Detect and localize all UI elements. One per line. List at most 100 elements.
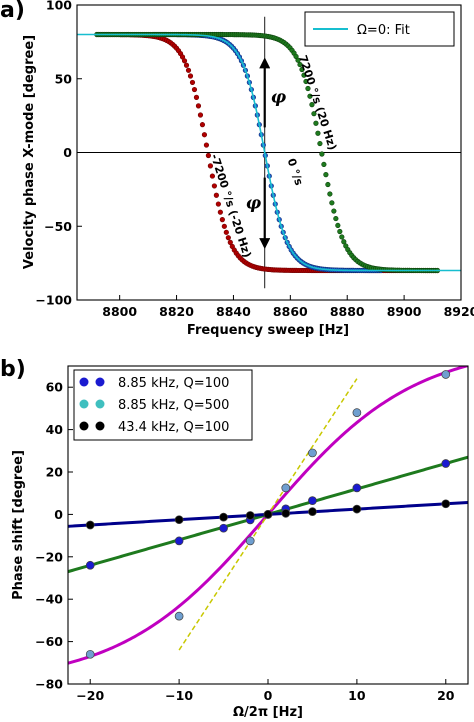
panel-a-data-point — [191, 86, 198, 93]
panel-a-data-point — [305, 85, 311, 92]
panel-a-x-axis-title: Frequency sweep [Hz] — [187, 323, 349, 338]
panel-b-data-point — [245, 536, 255, 546]
panel-a-x-tick-label: 8820 — [159, 304, 194, 319]
panel-a-y-tick-label: 100 — [46, 0, 72, 13]
panel-a-label-plus-rate: 7200 °/s (20 Hz) — [296, 54, 339, 152]
panel-b-legend-marker-1b — [95, 399, 105, 409]
panel-a-data-point — [199, 122, 206, 128]
panel-b-data-point — [352, 504, 362, 514]
panel-a-data-point — [333, 215, 339, 222]
panel-b-legend: 8.85 kHz, Q=100 8.85 kHz, Q=500 43.4 kHz, … — [73, 369, 253, 441]
panel-b-data-point — [85, 649, 95, 659]
panel-a-x-tick-label: 8800 — [102, 304, 137, 319]
panel-b-legend-marker-1 — [79, 399, 89, 409]
panel-b-points-43k-q100 — [85, 499, 451, 530]
panel-a-data-point — [339, 234, 345, 240]
panel-a-data-point — [215, 201, 221, 207]
panel-b-data-point — [441, 370, 451, 379]
panel-a-data-point — [213, 192, 219, 198]
panel-a-phi-label-upper: φ — [271, 87, 287, 107]
panel-b-legend-label-2: 43.4 kHz, Q=100 — [118, 420, 229, 435]
panel-a-data-point — [319, 151, 325, 157]
panel-a-data-point — [183, 62, 190, 68]
panel-a-data-point — [301, 72, 307, 78]
panel-b-data-point — [245, 511, 255, 520]
panel-b-y-ticks: −80 −60 −40 −20 0 20 40 60 — [35, 380, 73, 692]
panel-a-data-point — [205, 152, 212, 159]
panel-a-data-point — [341, 239, 347, 245]
panel-b-legend-label-0: 8.85 kHz, Q=100 — [118, 376, 229, 391]
panel-a-data-point — [219, 217, 225, 223]
panel-b-x-tick-label: −10 — [165, 688, 193, 703]
panel-b: b) −20 −10 0 10 20 −80 −60 −40 −20 0 20 40 60 Ω/2π … — [0, 357, 469, 720]
panel-b-data-point — [352, 483, 362, 493]
panel-a-y-tick-label: −100 — [35, 293, 72, 308]
panel-a-data-point — [223, 229, 229, 235]
panel-a-data-point — [299, 66, 305, 73]
panel-a-x-tick-label: 8900 — [387, 304, 422, 319]
panel-b-y-tick-label: −40 — [35, 592, 63, 607]
panel-b-legend-marker-0 — [79, 377, 89, 387]
panel-a-data-point — [189, 79, 196, 86]
panel-a-data-point — [185, 67, 192, 73]
panel-a-data-point — [195, 103, 202, 109]
panel-b-data-point — [174, 611, 184, 621]
panel-a-data-point — [309, 102, 315, 108]
panel-a-data-point — [307, 93, 313, 99]
panel-a-letter: a) — [0, 0, 25, 23]
panel-b-data-point — [174, 536, 184, 546]
panel-a-series — [77, 31, 461, 274]
panel-b-data-point — [281, 483, 291, 493]
panel-a-data-point — [297, 61, 303, 68]
panel-b-data-point — [441, 499, 451, 509]
panel-b-data-point — [308, 507, 317, 516]
panel-b-x-tick-label: 20 — [437, 688, 455, 703]
panel-b-data-point — [281, 508, 291, 518]
panel-a-y-tick-label: −50 — [44, 219, 72, 234]
panel-a-y-tick-label: 50 — [55, 71, 73, 86]
panel-a-x-tick-label: 8920 — [444, 304, 474, 319]
panel-b-legend-marker-2 — [79, 421, 89, 431]
panel-a-data-point — [323, 172, 329, 178]
panel-a-data-point — [317, 140, 323, 147]
panel-a-data-point — [331, 208, 337, 214]
panel-a-data-point — [321, 161, 327, 168]
panel-a-data-point — [303, 78, 309, 85]
panel-a-data-point — [227, 239, 233, 245]
panel-b-data-point — [174, 515, 184, 525]
panel-b-data-point — [352, 408, 362, 417]
panel-a-data-point — [209, 173, 215, 179]
panel-b-legend-marker-2b — [95, 421, 105, 431]
panel-a-phi-label-lower: φ — [246, 194, 262, 214]
panel-a-data-point — [197, 112, 204, 118]
panel-a-data-point — [315, 130, 321, 136]
panel-b-y-tick-label: −20 — [35, 549, 63, 564]
panel-a-legend-fit-label: Ω=0: Fit — [357, 23, 410, 38]
panel-b-data-point — [308, 448, 317, 458]
panel-a-data-point — [311, 111, 317, 117]
panel-a-x-ticks: 8800 8820 8840 8860 8880 8900 8920 — [102, 295, 474, 319]
panel-a-data-point — [337, 228, 343, 235]
panel-b-points — [85, 370, 451, 659]
panel-b-data-point — [263, 510, 273, 519]
panel-a-data-point — [207, 163, 214, 169]
panel-b-data-point — [441, 459, 451, 468]
panel-a-data-point — [325, 181, 331, 188]
panel-b-letter: b) — [0, 357, 26, 382]
panel-a-data-point — [295, 57, 301, 63]
panel-a-data-point — [211, 183, 217, 189]
panel-b-data-point — [85, 560, 95, 570]
panel-b-data-point — [85, 520, 95, 530]
panel-a-x-tick-label: 8860 — [273, 304, 308, 319]
panel-a-data-point — [327, 191, 333, 197]
panel-b-data-point — [308, 496, 317, 505]
panel-a-y-tick-label: 0 — [63, 145, 72, 160]
panel-b-legend-marker-0b — [95, 377, 105, 387]
panel-a-data-point — [221, 223, 227, 229]
panel-b-y-tick-label: 20 — [46, 465, 64, 480]
panel-a-y-axis-title: Velocity phase X-mode [degree] — [22, 35, 37, 269]
